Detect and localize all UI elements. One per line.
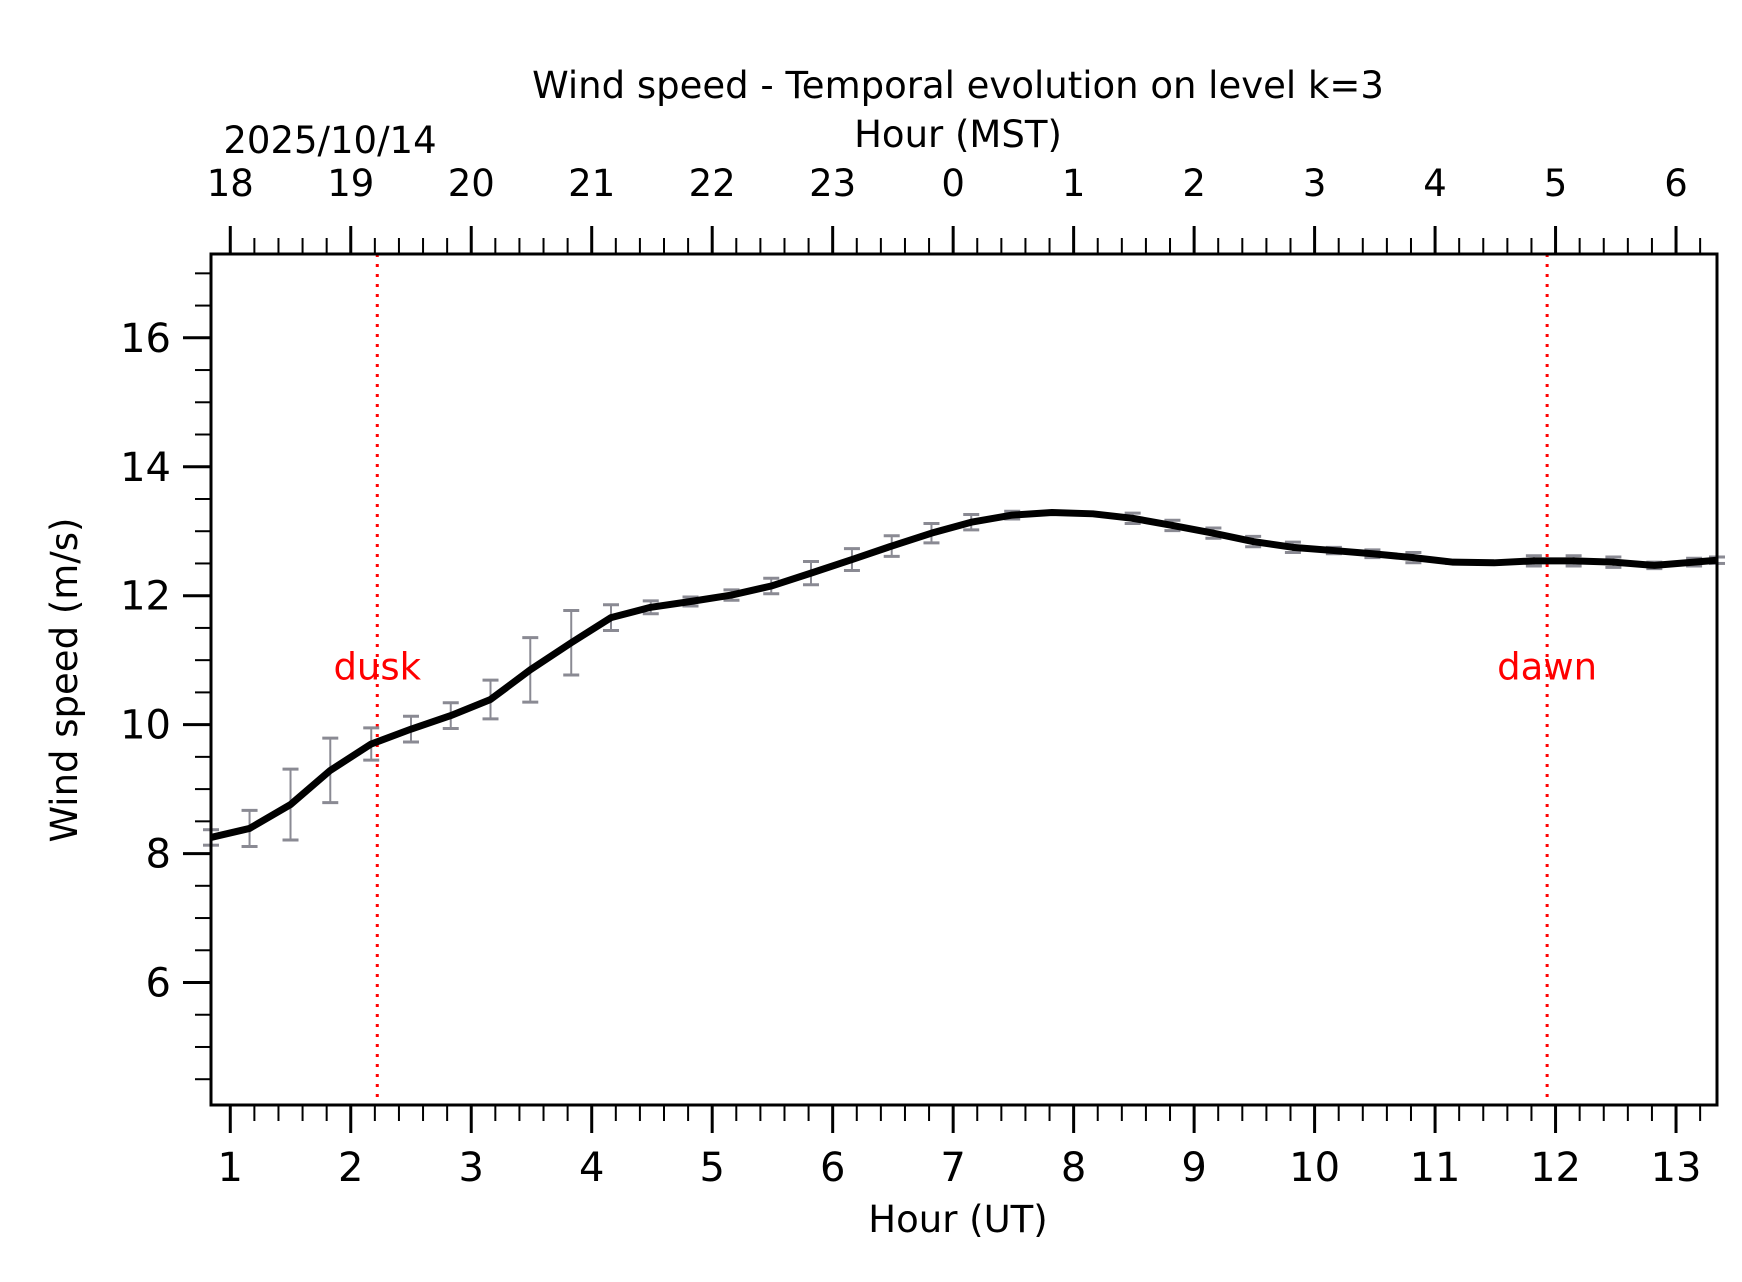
x-tick-label: 8 [1061,1145,1086,1191]
top-x-tick-label: 0 [941,162,965,205]
dawn-label: dawn [1497,646,1597,689]
event-lines: dusk dawn [333,254,1597,1105]
y-tick-label: 12 [120,574,171,620]
top-x-tick-label: 19 [327,162,374,205]
wind-speed-line [210,509,1718,841]
x-tick-label: 7 [940,1145,965,1191]
y-tick-label: 6 [146,961,171,1007]
y-axis: 6 8 10 12 14 16 [120,272,211,1081]
x-tick-label: 13 [1651,1145,1702,1191]
x-tick-label: 1 [218,1145,243,1191]
top-x-tick-label: 4 [1423,162,1447,205]
top-x-tick-label: 21 [568,162,615,205]
top-x-tick-label: 22 [689,162,736,205]
x-tick-label: 10 [1289,1145,1340,1191]
top-x-tick-label: 1 [1062,162,1086,205]
top-x-tick-label: 2 [1182,162,1206,205]
chart-title: Wind speed - Temporal evolution on level… [532,64,1384,107]
y-tick-label: 14 [120,445,171,491]
plot-frame [209,252,1719,1107]
y-axis-title: Wind speed (m/s) [43,518,86,843]
y-tick-label: 8 [146,832,171,878]
x-tick-label: 12 [1530,1145,1581,1191]
top-x-axis-title: Hour (MST) [854,113,1062,156]
top-x-axis: 18 19 20 21 22 23 0 1 2 3 4 5 6 [207,162,1702,254]
top-x-tick-label: 6 [1664,162,1688,205]
x-tick-label: 11 [1410,1145,1461,1191]
x-tick-label: 4 [579,1145,604,1191]
x-tick-label: 5 [699,1145,724,1191]
x-tick-label: 9 [1181,1145,1206,1191]
top-date-label: 2025/10/14 [223,119,436,162]
x-tick-label: 2 [338,1145,363,1191]
x-axis-title: Hour (UT) [868,1198,1047,1241]
top-x-tick-label: 20 [448,162,495,205]
y-tick-label: 16 [120,316,171,362]
y-tick-label: 10 [120,703,171,749]
bottom-x-axis: 1 2 3 4 5 6 7 8 9 10 11 12 13 [218,1105,1702,1191]
top-x-tick-label: 3 [1303,162,1327,205]
x-tick-label: 6 [820,1145,845,1191]
series-layer [210,509,1718,841]
dusk-label: dusk [333,646,421,689]
top-x-tick-label: 23 [809,162,856,205]
top-x-tick-label: 18 [207,162,254,205]
x-tick-label: 3 [459,1145,484,1191]
top-x-tick-label: 5 [1544,162,1568,205]
